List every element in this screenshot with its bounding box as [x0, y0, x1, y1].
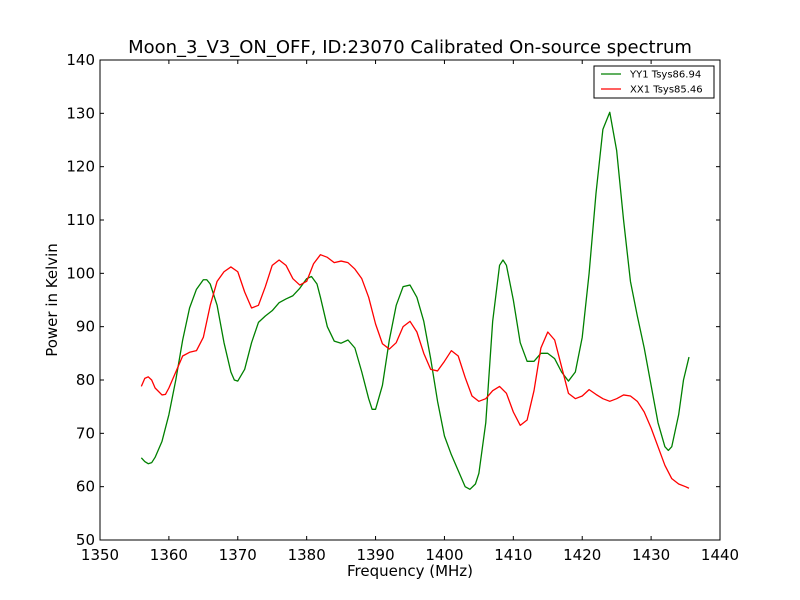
x-tick-label: 1420: [563, 546, 601, 564]
y-tick-label: 110: [66, 211, 95, 229]
series-layer: [140, 111, 690, 490]
legend-box: [593, 65, 715, 99]
x-tick-label: 1350: [81, 546, 119, 564]
x-tick-label: 1400: [425, 546, 463, 564]
ticks-layer: 1350 1360 1370 1380 1390 1400 1410 1420 1430 1440…: [66, 51, 739, 564]
y-tick-label: 80: [76, 371, 95, 389]
y-tick-label: 50: [76, 531, 95, 549]
legend-label-xx1: XX1 Tsys85.46: [630, 85, 703, 96]
y-tick-label: 70: [76, 424, 95, 442]
x-tick-label: 1370: [219, 546, 257, 564]
plot-frame: [99, 59, 721, 541]
legend: YY1 Tsys86.94 XX1 Tsys85.46: [593, 65, 715, 99]
y-tick-label: 90: [76, 318, 95, 336]
series-line-0: [140, 111, 690, 490]
y-tick-label: 140: [66, 51, 95, 69]
y-tick-label: 100: [66, 264, 95, 282]
x-tick-label: 1430: [632, 546, 670, 564]
y-axis-label: Power in Kelvin: [43, 243, 61, 357]
y-tick-label: 120: [66, 158, 95, 176]
y-tick-label: 130: [66, 104, 95, 122]
series-line-1: [140, 254, 690, 489]
x-tick-label: 1440: [701, 546, 739, 564]
x-axis-label: Frequency (MHz): [347, 562, 473, 580]
legend-label-yy1: YY1 Tsys86.94: [629, 70, 701, 81]
y-tick-label: 60: [76, 478, 95, 496]
x-tick-label: 1410: [494, 546, 532, 564]
x-tick-label: 1380: [288, 546, 326, 564]
chart-title: Moon_3_V3_ON_OFF, ID:23070 Calibrated On…: [128, 37, 692, 58]
x-tick-label: 1360: [150, 546, 188, 564]
x-tick-label: 1390: [356, 546, 394, 564]
